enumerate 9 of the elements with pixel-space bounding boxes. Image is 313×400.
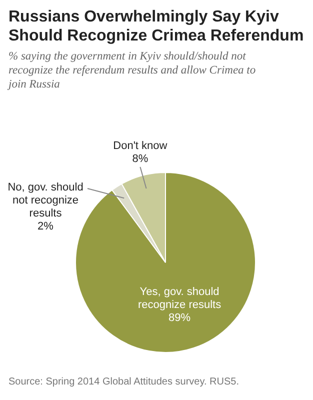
data-label: 89% [168, 312, 191, 324]
slice-label: Don't know [113, 140, 168, 152]
chart-title: Russians Overwhelmingly Say Kyiv Should Recognize Crimea Referendum [8, 8, 304, 44]
slice-label: Yes, gov. should recognize results [138, 286, 222, 311]
data-label: 8% [132, 152, 148, 165]
data-label: 2% [38, 220, 54, 232]
slice-label: No, gov. should not recognize results [8, 182, 84, 220]
source-note: Source: Spring 2014 Global Attitudes survey. RUS5. [8, 376, 239, 388]
chart-subtitle: % saying the government in Kyiv should/should not recognize the referendum results and allow Crimea to join Russia [6, 50, 256, 90]
